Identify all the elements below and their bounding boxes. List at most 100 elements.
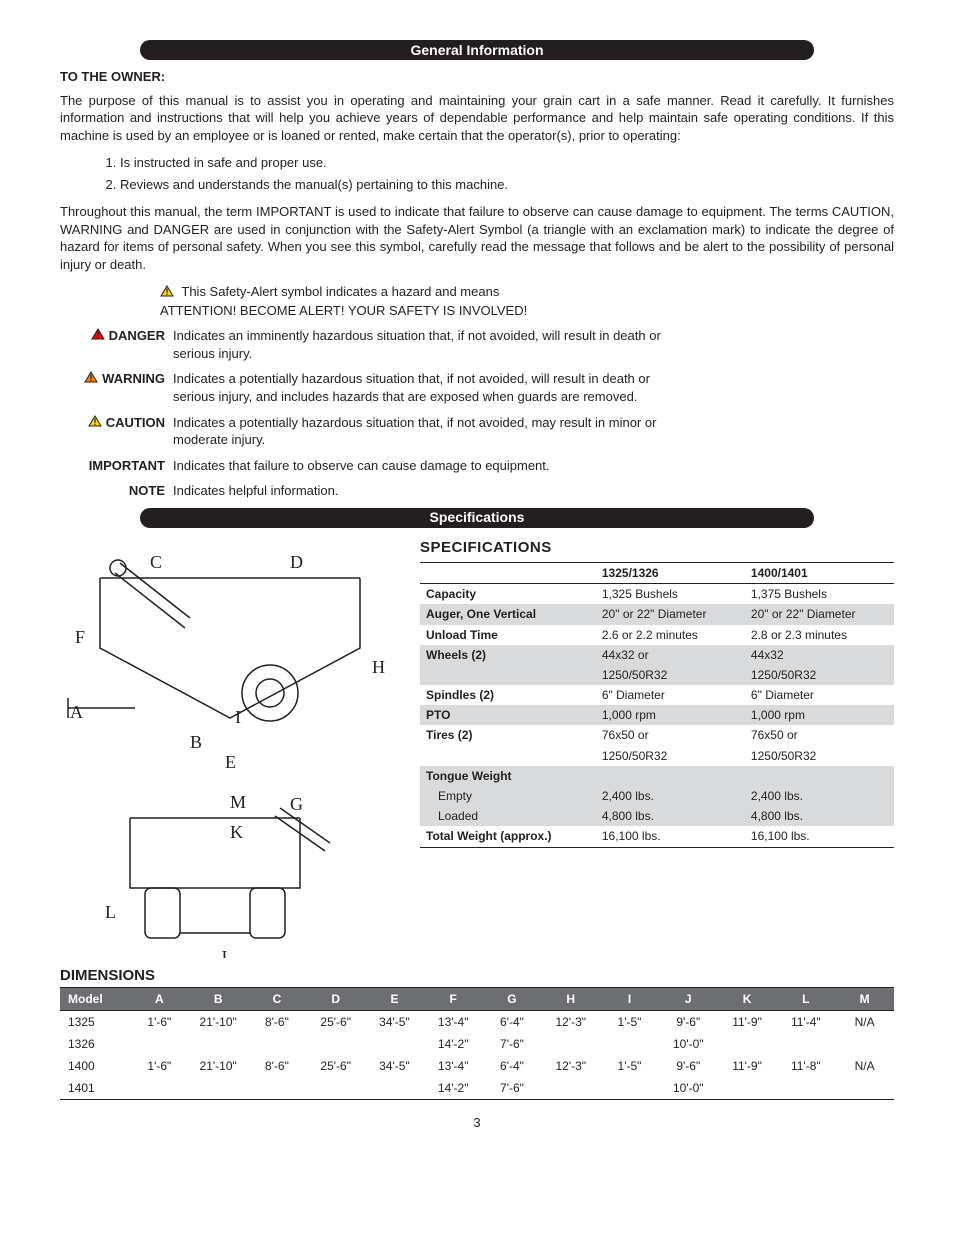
table-row: 14001'-6"21'-10"8'-6"25'-6"34'-5"13'-4"6…: [60, 1055, 894, 1077]
dim-cell: 21'-10": [189, 1010, 248, 1033]
table-row: 132614'-2"7'-6"10'-0": [60, 1033, 894, 1055]
dim-cell: [365, 1033, 424, 1055]
table-row: PTO1,000 rpm1,000 rpm: [420, 705, 894, 725]
dim-cell: [189, 1033, 248, 1055]
svg-text:C: C: [150, 552, 162, 572]
dim-col: Model: [60, 987, 130, 1010]
dim-cell: 7'-6": [483, 1077, 542, 1100]
hazard-label: !DANGER: [60, 327, 173, 362]
dim-col: J: [659, 987, 718, 1010]
spec-label: Empty: [420, 786, 596, 806]
dimension-diagram: A B C D E F H I M: [60, 538, 390, 963]
hazard-row: !CAUTIONIndicates a potentially hazardou…: [60, 414, 894, 449]
svg-text:!: !: [93, 417, 96, 427]
table-row: Tires (2) 76x50 or76x50 or: [420, 725, 894, 745]
spec-title: SPECIFICATIONS: [420, 538, 894, 558]
hazard-label: NOTE: [60, 482, 173, 500]
dim-cell: 10'-0": [659, 1077, 718, 1100]
spec-val: 6" Diameter: [745, 685, 894, 705]
owner-li2: Reviews and understands the manual(s) pe…: [120, 176, 894, 194]
dim-cell: 11'-4": [776, 1010, 835, 1033]
spec-val: 1250/50R32: [745, 665, 894, 685]
table-row: 13251'-6"21'-10"8'-6"25'-6"34'-5"13'-4"6…: [60, 1010, 894, 1033]
hazard-row: !WARNINGIndicates a potentially hazardou…: [60, 370, 894, 405]
dim-cell: 12'-3": [541, 1055, 600, 1077]
dim-cell: 34'-5": [365, 1055, 424, 1077]
dim-cell: [130, 1033, 189, 1055]
spec-val: 44x32 or: [596, 645, 745, 665]
dim-cell: 13'-4": [424, 1055, 483, 1077]
hazard-label: !CAUTION: [60, 414, 173, 449]
spec-val: 20" or 22" Diameter: [596, 604, 745, 624]
table-row: Empty2,400 lbs.2,400 lbs.: [420, 786, 894, 806]
spec-val: 16,100 lbs.: [745, 826, 894, 847]
dim-cell: 7'-6": [483, 1033, 542, 1055]
page-number: 3: [60, 1114, 894, 1132]
dim-cell: [600, 1033, 659, 1055]
spec-val: 2,400 lbs.: [745, 786, 894, 806]
owner-li1: Is instructed in safe and proper use.: [120, 154, 894, 172]
spec-val: 1,375 Bushels: [745, 584, 894, 605]
dim-cell: 21'-10": [189, 1055, 248, 1077]
dim-title: DIMENSIONS: [60, 966, 894, 986]
dim-cell: 1'-6": [130, 1055, 189, 1077]
spec-label: Total Weight (approx.): [420, 826, 596, 847]
svg-text:G: G: [290, 794, 303, 814]
owner-p1: The purpose of this manual is to assist …: [60, 92, 894, 145]
dim-cell: 1326: [60, 1033, 130, 1055]
dim-cell: 1'-5": [600, 1010, 659, 1033]
dim-col: H: [541, 987, 600, 1010]
dim-table: ModelABCDEFGHIJKLM 13251'-6"21'-10"8'-6"…: [60, 987, 894, 1101]
safety-alert-block: ! This Safety-Alert symbol indicates a h…: [160, 283, 894, 319]
table-row: Tongue Weight: [420, 766, 894, 786]
alert-text2: ATTENTION! BECOME ALERT! YOUR SAFETY IS …: [160, 303, 527, 318]
hazard-row: !DANGERIndicates an imminently hazardous…: [60, 327, 894, 362]
dim-cell: 1401: [60, 1077, 130, 1100]
spec-val: 6" Diameter: [596, 685, 745, 705]
dim-cell: 25'-6": [306, 1010, 365, 1033]
spec-val: 44x32: [745, 645, 894, 665]
dim-cell: N/A: [835, 1055, 894, 1077]
dim-cell: [306, 1033, 365, 1055]
dim-cell: [541, 1077, 600, 1100]
dim-col: K: [718, 987, 777, 1010]
spec-val: 2.8 or 2.3 minutes: [745, 625, 894, 645]
dim-cell: 25'-6": [306, 1055, 365, 1077]
svg-text:F: F: [75, 627, 85, 647]
spec-val: [596, 766, 745, 786]
dim-cell: [835, 1077, 894, 1100]
table-row: 1250/50R321250/50R32: [420, 746, 894, 766]
dim-col: M: [835, 987, 894, 1010]
spec-val: 20" or 22" Diameter: [745, 604, 894, 624]
hazard-text: Indicates that failure to observe can ca…: [173, 457, 673, 475]
dim-col: F: [424, 987, 483, 1010]
dim-cell: 9'-6": [659, 1055, 718, 1077]
spec-val: 76x50 or: [596, 725, 745, 745]
spec-label: Auger, One Vertical: [420, 604, 596, 624]
spec-val: 1,000 rpm: [745, 705, 894, 725]
alert-triangle-icon: !: [160, 284, 174, 302]
dim-cell: [189, 1077, 248, 1100]
spec-label: PTO: [420, 705, 596, 725]
dim-cell: [600, 1077, 659, 1100]
spec-label: Wheels (2): [420, 645, 596, 665]
dim-cell: 1'-6": [130, 1010, 189, 1033]
alert-triangle-icon: !: [91, 327, 105, 345]
dim-col: L: [776, 987, 835, 1010]
dim-cell: 12'-3": [541, 1010, 600, 1033]
dim-cell: [835, 1033, 894, 1055]
dim-cell: [776, 1077, 835, 1100]
spec-label: Tires (2): [420, 725, 596, 745]
spec-val: 16,100 lbs.: [596, 826, 745, 847]
spec-label: Spindles (2): [420, 685, 596, 705]
spec-val: 4,800 lbs.: [596, 806, 745, 826]
dim-cell: 8'-6": [248, 1010, 307, 1033]
svg-text:L: L: [105, 902, 116, 922]
dim-cell: [718, 1033, 777, 1055]
svg-text:!: !: [96, 330, 99, 340]
table-row: Capacity1,325 Bushels1,375 Bushels: [420, 584, 894, 605]
hazard-row: IMPORTANTIndicates that failure to obser…: [60, 457, 894, 475]
svg-text:H: H: [372, 657, 385, 677]
hazard-text: Indicates helpful information.: [173, 482, 673, 500]
spec-col0: [420, 562, 596, 583]
